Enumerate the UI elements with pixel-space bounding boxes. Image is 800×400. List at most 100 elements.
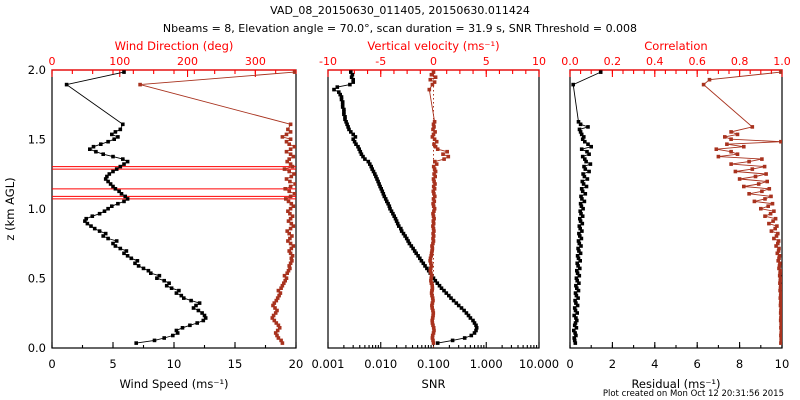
data-point <box>92 226 97 231</box>
data-point <box>284 139 289 144</box>
data-point <box>291 204 296 208</box>
data-point <box>273 331 278 335</box>
x-tick-label: 0.001 <box>312 357 345 371</box>
data-point <box>431 211 435 216</box>
data-point <box>125 197 130 201</box>
data-point <box>289 256 294 261</box>
data-point <box>742 144 746 149</box>
data-point <box>351 80 355 84</box>
data-point <box>432 216 436 221</box>
data-point <box>113 244 118 248</box>
data-point <box>287 249 291 253</box>
data-point <box>776 249 781 253</box>
data-point <box>577 231 581 236</box>
data-point <box>344 120 348 124</box>
data-point <box>431 298 435 303</box>
data-point <box>282 167 287 171</box>
data-point <box>779 338 782 343</box>
data-point <box>462 308 466 313</box>
data-point <box>174 291 179 295</box>
data-point <box>429 281 434 285</box>
data-point <box>429 72 434 77</box>
data-point <box>84 216 88 221</box>
residual-panel-x-label: Residual (ms⁻¹) <box>631 377 720 391</box>
x-tick-label: 0 <box>566 357 573 371</box>
data-point <box>574 326 579 330</box>
data-point <box>449 296 453 300</box>
data-point <box>432 328 436 333</box>
data-point <box>583 157 587 161</box>
data-point <box>90 214 95 218</box>
data-point <box>779 139 782 144</box>
data-point <box>287 231 291 236</box>
data-point <box>101 234 105 238</box>
data-point <box>578 201 583 206</box>
data-point <box>779 333 782 338</box>
x-top-tick-label: 0 <box>430 55 437 68</box>
data-point <box>716 154 721 159</box>
data-point <box>429 251 434 256</box>
data-point <box>431 184 436 189</box>
data-point <box>342 110 346 114</box>
data-point <box>572 306 577 310</box>
y-tick-label: 1.0 <box>28 202 46 216</box>
data-point <box>393 216 398 221</box>
x-top-tick-label: 5 <box>483 55 490 68</box>
data-point <box>572 328 576 333</box>
data-point <box>202 313 207 318</box>
data-point <box>579 244 583 248</box>
data-point <box>106 206 110 211</box>
data-point <box>188 323 192 328</box>
data-point <box>288 206 293 211</box>
data-point <box>763 214 767 218</box>
data-point <box>431 224 435 228</box>
data-point <box>121 122 125 127</box>
data-point <box>431 276 436 280</box>
data-point <box>584 184 589 189</box>
data-point <box>271 303 275 308</box>
data-point <box>777 256 781 261</box>
data-point <box>287 157 291 161</box>
data-point <box>288 216 293 221</box>
data-point <box>103 231 108 236</box>
data-point <box>582 199 587 204</box>
data-point <box>347 127 351 132</box>
data-point <box>111 184 115 189</box>
data-point <box>756 182 761 186</box>
data-point <box>464 311 469 315</box>
data-point <box>577 241 582 246</box>
data-point <box>768 211 773 216</box>
data-point <box>433 174 437 179</box>
data-point <box>421 261 426 266</box>
data-point <box>576 296 580 300</box>
data-point <box>292 144 296 149</box>
data-point <box>433 75 438 79</box>
data-point <box>725 142 729 146</box>
x-top-tick-label: 0.2 <box>604 55 622 68</box>
data-point <box>435 281 440 285</box>
data-point <box>573 341 578 345</box>
wind-panel-x-label: Wind Speed (ms⁻¹) <box>119 377 228 391</box>
data-point <box>454 301 459 305</box>
data-point <box>391 211 395 216</box>
data-point <box>576 120 581 124</box>
data-point <box>429 273 434 278</box>
data-point <box>123 194 127 199</box>
data-point <box>431 189 436 194</box>
x-tick-label: 5 <box>109 357 116 371</box>
data-point <box>284 197 288 201</box>
data-point <box>574 301 578 305</box>
data-point <box>701 82 706 87</box>
data-point <box>580 137 585 141</box>
data-point <box>124 249 129 253</box>
data-point <box>442 157 446 161</box>
series-line-wind-speed <box>65 71 207 344</box>
data-point <box>735 152 740 156</box>
data-point <box>385 199 389 204</box>
data-point <box>285 229 289 233</box>
data-point <box>582 135 586 139</box>
data-point <box>578 209 582 213</box>
data-point <box>584 159 588 164</box>
data-point <box>203 316 208 320</box>
data-point <box>431 313 435 318</box>
